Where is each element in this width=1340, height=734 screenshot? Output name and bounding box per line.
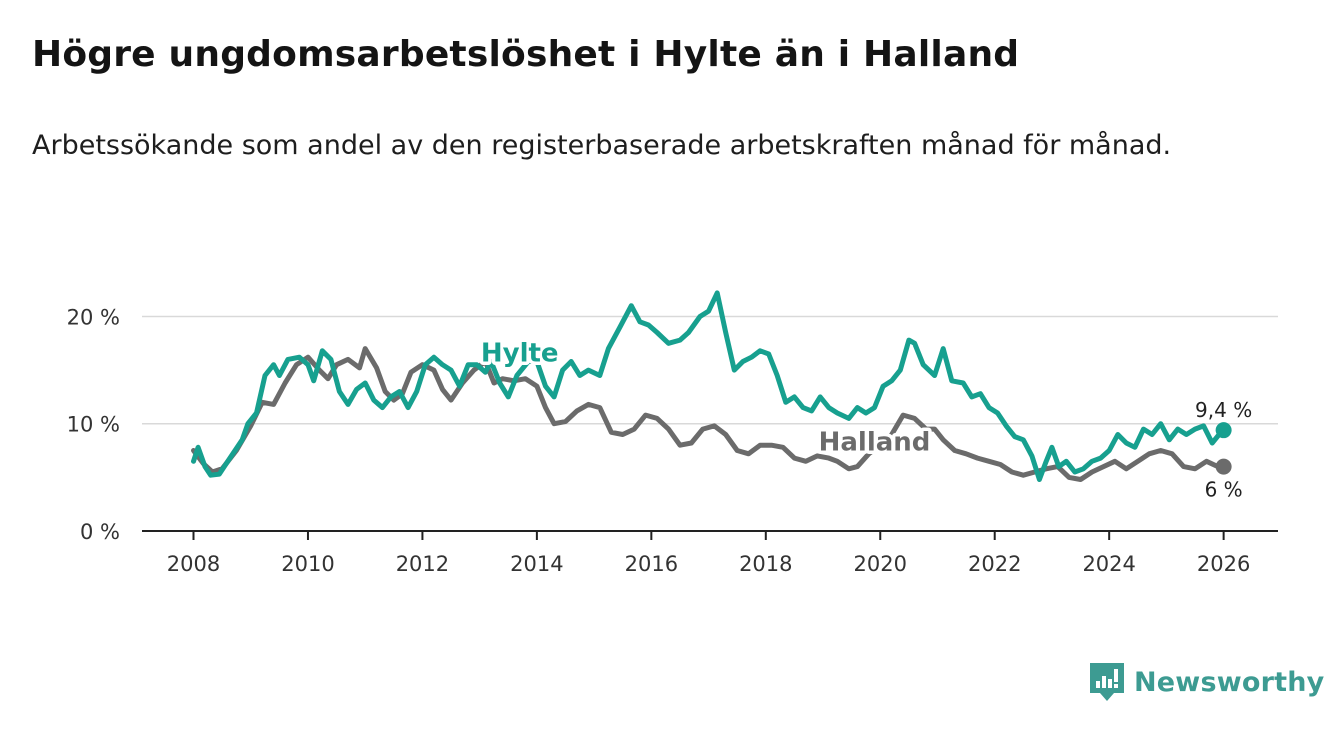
brand-name: Newsworthy	[1134, 666, 1325, 698]
y-tick-label: 20 %	[67, 305, 120, 329]
end-point-halland	[1215, 458, 1232, 475]
chart-title: Högre ungdomsarbetslöshet i Hylte än i H…	[32, 34, 1020, 75]
x-tick-label: 2026	[1197, 552, 1250, 576]
end-point-hylte	[1215, 422, 1232, 439]
x-tick-label: 2022	[968, 552, 1021, 576]
series-line-halland	[191, 346, 1227, 482]
chart-subtitle: Arbetssökande som andel av den registerb…	[32, 130, 1172, 161]
series-label-hylte: Hylte	[481, 339, 559, 369]
x-tick-label: 2014	[510, 552, 563, 576]
series-label-halland: Halland	[819, 428, 931, 458]
series-line-hylte	[191, 290, 1227, 482]
x-tick-label: 2020	[854, 552, 907, 576]
end-value-label-hylte: 9,4 %	[1195, 398, 1252, 422]
x-tick-label: 2012	[396, 552, 449, 576]
x-tick-label: 2018	[739, 552, 792, 576]
y-tick-label: 10 %	[67, 413, 120, 437]
x-tick-label: 2008	[167, 552, 220, 576]
x-tick-label: 2016	[625, 552, 678, 576]
y-tick-label: 0 %	[80, 520, 120, 544]
newsworthy-logo-icon	[1090, 663, 1124, 701]
brand-logo: Newsworthy	[1088, 660, 1324, 704]
end-value-label-halland: 6 %	[1205, 478, 1243, 502]
x-tick-label: 2024	[1082, 552, 1135, 576]
x-tick-label: 2010	[281, 552, 334, 576]
